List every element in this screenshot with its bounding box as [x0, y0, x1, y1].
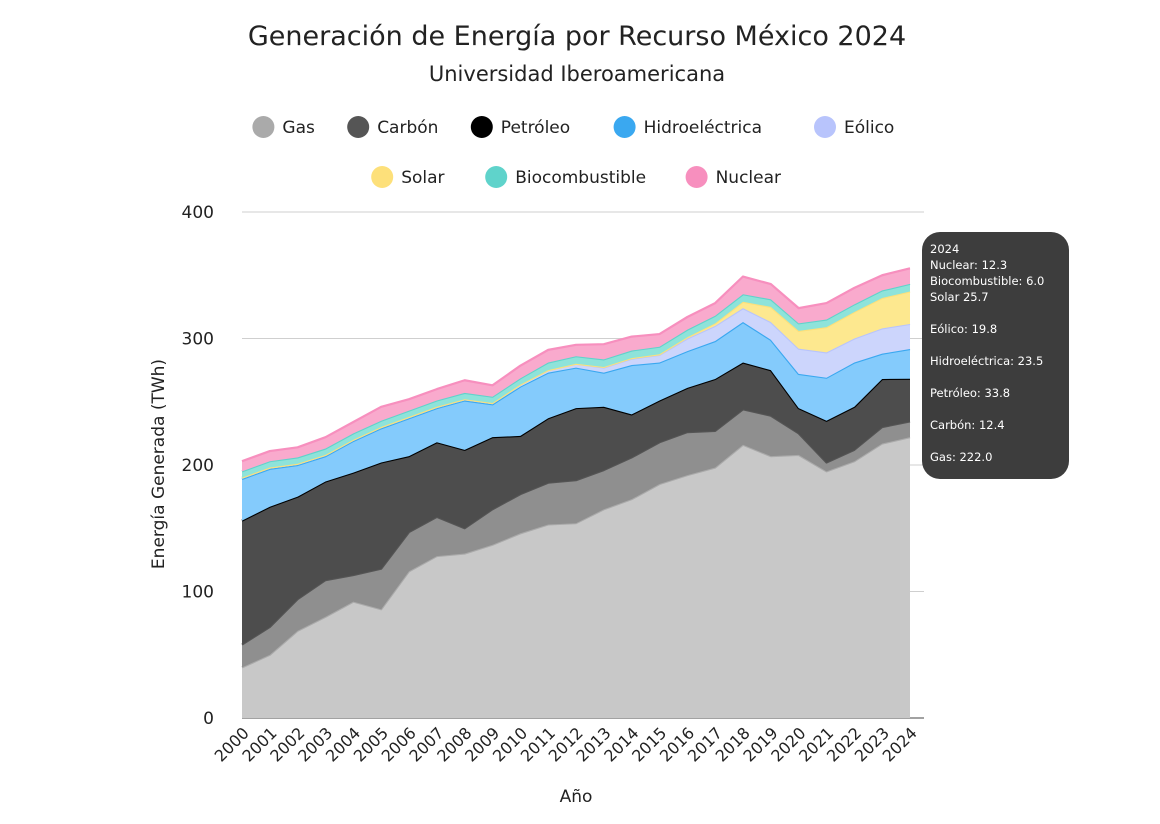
area-biocombustible [242, 283, 910, 478]
tooltip-line-gas: Gas: 222.0 [930, 450, 993, 464]
x-axis-ticks: 2000200120022003200420052006200720082009… [211, 723, 921, 765]
legend-marker-hidroelectrica [613, 116, 636, 138]
hover-tooltip: 2024 Nuclear: 12.3 Biocombustible: 6.0 S… [922, 232, 1069, 479]
legend-label-nuclear: Nuclear [716, 168, 781, 188]
area-gas [242, 437, 910, 718]
legend-item-hidroelectrica: Hidroeléctrica [613, 116, 762, 138]
chart-subtitle: Universidad Iberoamericana [429, 62, 725, 86]
tooltip-line-carbon: Carbón: 12.4 [930, 418, 1005, 432]
legend-label-petroleo: Petróleo [501, 118, 570, 138]
legend-item-gas: Gas [252, 116, 315, 138]
area-series-group [241, 267, 911, 718]
legend-marker-solar [371, 166, 394, 188]
legend-marker-carbon [347, 116, 370, 138]
y-tick-label: 400 [182, 203, 214, 223]
legend: Gas Carbón Petróleo Hidroeléctrica Eólico Sol… [252, 116, 894, 188]
legend-marker-gas [252, 116, 275, 138]
legend-item-solar: Solar [371, 166, 445, 188]
legend-item-biocombustible: Biocombustible [485, 166, 646, 188]
tooltip-line-petroleo: Petróleo: 33.8 [930, 386, 1011, 400]
legend-label-gas: Gas [282, 118, 315, 138]
tooltip-title: 2024 [930, 242, 960, 256]
y-axis-ticks: 0 100 200 300 400 [182, 203, 214, 729]
legend-marker-biocombustible [485, 166, 508, 188]
tooltip-line-solar: Solar 25.7 [930, 290, 989, 304]
x-axis-label: Año [560, 787, 593, 807]
tooltip-line-nuclear: Nuclear: 12.3 [930, 258, 1008, 272]
legend-item-petroleo: Petróleo [470, 116, 570, 138]
legend-marker-eolico [814, 116, 836, 138]
tooltip-line-hidroelectrica: Hidroeléctrica: 23.5 [930, 354, 1044, 368]
legend-label-biocombustible: Biocombustible [515, 168, 646, 188]
chart-title: Generación de Energía por Recurso México… [248, 21, 906, 52]
legend-item-eolico: Eólico [814, 116, 894, 138]
area-petroleo [242, 362, 910, 645]
y-tick-label: 100 [182, 583, 214, 603]
legend-label-hidroelectrica: Hidroeléctrica [644, 118, 762, 138]
y-tick-label: 300 [182, 330, 214, 350]
y-tick-label: 0 [203, 709, 214, 729]
y-axis-label: Energía Generada (TWh) [149, 359, 169, 569]
tooltip-line-biocombustible: Biocombustible: 6.0 [930, 274, 1045, 288]
line-nuclear [241, 267, 911, 463]
legend-marker-petroleo [470, 116, 493, 138]
area-nuclear [242, 268, 910, 472]
legend-item-carbon: Carbón [347, 116, 438, 138]
legend-item-nuclear: Nuclear [685, 166, 781, 188]
tooltip-line-eolico: Eólico: 19.8 [930, 322, 998, 336]
legend-label-eolico: Eólico [844, 118, 894, 138]
y-tick-label: 200 [182, 456, 214, 476]
legend-label-solar: Solar [401, 168, 444, 188]
legend-marker-nuclear [685, 166, 708, 188]
legend-label-carbon: Carbón [377, 118, 438, 138]
